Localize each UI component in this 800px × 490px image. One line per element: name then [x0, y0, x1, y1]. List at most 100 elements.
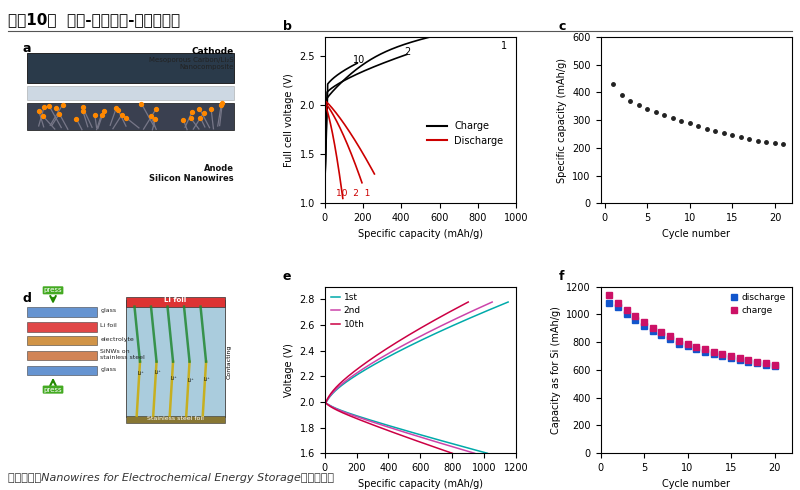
Text: Li⁺: Li⁺ [138, 371, 145, 376]
charge [718, 351, 727, 357]
Text: 10: 10 [354, 55, 366, 65]
charge [709, 349, 718, 355]
Legend: Charge, Discharge: Charge, Discharge [423, 117, 507, 150]
Text: Cathode: Cathode [191, 47, 234, 56]
discharge [709, 351, 718, 357]
1st [503, 299, 513, 305]
2nd [320, 403, 330, 409]
10th [441, 311, 450, 317]
1st [486, 306, 496, 312]
Line: 2nd: 2nd [325, 302, 492, 406]
10th [320, 401, 330, 407]
Text: Li⁺: Li⁺ [204, 377, 210, 382]
charge [682, 341, 692, 346]
Text: e: e [282, 270, 291, 283]
discharge [770, 363, 779, 369]
10th [406, 331, 415, 337]
Y-axis label: Capacity as for Si (mAh/g): Capacity as for Si (mAh/g) [550, 306, 561, 434]
Text: glass: glass [100, 367, 117, 371]
charge [726, 353, 736, 359]
Text: Li⁺: Li⁺ [154, 370, 161, 375]
X-axis label: Cycle number: Cycle number [662, 479, 730, 489]
10th [450, 306, 459, 312]
charge [666, 333, 675, 339]
FancyBboxPatch shape [26, 103, 234, 130]
Text: SiNWs on
stainless steel: SiNWs on stainless steel [100, 349, 145, 360]
FancyBboxPatch shape [26, 322, 97, 332]
2nd [472, 306, 482, 312]
Text: Mesoporous Carbon/Li₂S
Nanocomposite: Mesoporous Carbon/Li₂S Nanocomposite [149, 57, 234, 70]
charge [770, 362, 779, 368]
charge [630, 314, 640, 319]
FancyBboxPatch shape [126, 300, 225, 416]
Text: press: press [44, 287, 62, 294]
charge [639, 319, 649, 325]
discharge [674, 341, 684, 346]
Line: discharge: discharge [606, 300, 778, 369]
Y-axis label: Full cell voltage (V): Full cell voltage (V) [284, 73, 294, 167]
discharge [622, 312, 631, 318]
discharge [726, 355, 736, 361]
discharge [761, 362, 770, 368]
1st [429, 332, 438, 338]
Text: d: d [22, 292, 31, 305]
Text: Li⁺: Li⁺ [171, 376, 178, 381]
X-axis label: Specific capacity (mAh/g): Specific capacity (mAh/g) [358, 229, 483, 239]
discharge [682, 343, 692, 349]
Text: Anode
Silicon Nanowires: Anode Silicon Nanowires [149, 164, 234, 183]
FancyBboxPatch shape [126, 297, 225, 307]
Line: 10th: 10th [325, 302, 468, 406]
charge [700, 346, 710, 352]
discharge [744, 359, 754, 365]
Text: 资料来源：Nanowires for Electrochemical Energy Storage，中信建投: 资料来源：Nanowires for Electrochemical Energ… [8, 473, 334, 483]
charge [691, 343, 701, 349]
Text: electrolyte: electrolyte [100, 337, 134, 342]
charge [648, 325, 658, 331]
discharge [605, 300, 614, 306]
FancyBboxPatch shape [26, 351, 97, 360]
1st [429, 331, 438, 337]
Line: 1st: 1st [325, 302, 508, 406]
2nd [419, 331, 429, 337]
Legend: discharge, charge: discharge, charge [729, 291, 787, 318]
Text: 1: 1 [501, 42, 507, 51]
charge [605, 292, 614, 298]
discharge [752, 360, 762, 366]
1st [474, 311, 484, 317]
Text: 10  2  1: 10 2 1 [336, 190, 370, 198]
Line: charge: charge [606, 292, 778, 368]
charge [761, 360, 770, 366]
FancyBboxPatch shape [26, 53, 234, 83]
FancyBboxPatch shape [126, 416, 225, 423]
FancyBboxPatch shape [26, 366, 97, 375]
charge [674, 338, 684, 343]
Text: Stainless steel foil: Stainless steel foil [146, 416, 204, 420]
Text: 2: 2 [404, 48, 410, 57]
Text: c: c [558, 20, 566, 33]
charge [613, 300, 622, 306]
1st [321, 401, 330, 407]
2nd [419, 332, 429, 338]
X-axis label: Cycle number: Cycle number [662, 229, 730, 239]
discharge [700, 349, 710, 355]
Text: f: f [558, 270, 564, 283]
discharge [613, 304, 622, 310]
Text: glass: glass [100, 308, 117, 313]
10th [405, 332, 414, 338]
1st [432, 330, 442, 336]
discharge [735, 357, 745, 363]
Text: a: a [22, 42, 30, 55]
charge [744, 357, 754, 363]
Text: Li foil: Li foil [100, 323, 117, 328]
charge [735, 355, 745, 361]
charge [622, 307, 631, 313]
10th [320, 403, 330, 409]
FancyBboxPatch shape [26, 336, 97, 345]
FancyBboxPatch shape [26, 308, 97, 317]
Text: Li foil: Li foil [164, 297, 186, 303]
FancyBboxPatch shape [26, 86, 234, 100]
discharge [691, 346, 701, 352]
Text: b: b [282, 20, 291, 33]
Text: Contacting: Contacting [227, 344, 232, 379]
X-axis label: Specific capacity (mAh/g): Specific capacity (mAh/g) [358, 479, 483, 489]
